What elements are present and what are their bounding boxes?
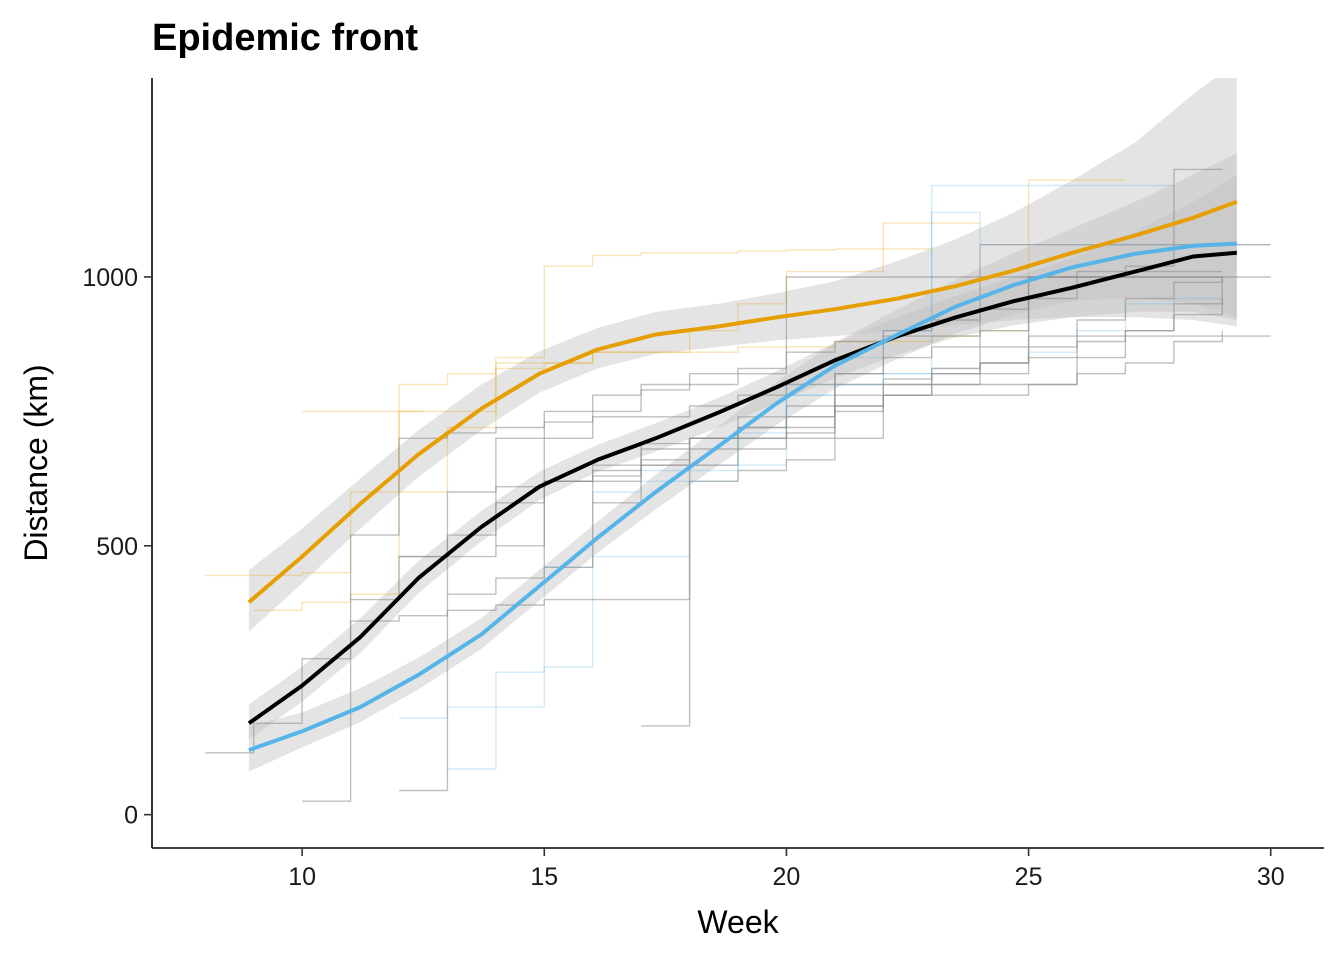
x-tick-label-10: 10 [288, 863, 316, 891]
raw-series-line-14 [495, 270, 1223, 547]
raw-series-line-17 [641, 330, 1224, 727]
x-axis-ticks: 10 15 20 25 30 [288, 848, 1285, 891]
smooth-line-2 [247, 250, 1237, 725]
y-tick-label-500: 500 [96, 533, 138, 561]
raw-series-line-15 [544, 277, 1224, 568]
raw-series-line-2 [253, 247, 933, 611]
y-axis-ticks: 0 500 1000 [82, 264, 152, 830]
raw-series-line-12 [399, 276, 1271, 558]
x-tick-label-20: 20 [773, 863, 801, 891]
smooth-line-3 [248, 241, 1237, 752]
y-tick-label-0: 0 [124, 802, 138, 830]
raw-series-line-9 [302, 276, 1223, 802]
x-tick-label-25: 25 [1015, 863, 1043, 891]
y-axis-title: Distance (km) [18, 364, 54, 561]
chart-title: Epidemic front [152, 17, 418, 59]
x-tick-label-30: 30 [1257, 863, 1285, 891]
y-tick-label-1000: 1000 [82, 264, 138, 292]
raw-series-line-3 [302, 222, 981, 413]
x-axis-title: Week [697, 904, 779, 940]
confidence-band-2 [248, 174, 1237, 740]
smoothed-lines [247, 199, 1238, 752]
smooth-line-1 [247, 199, 1238, 604]
x-tick-label-15: 15 [530, 863, 558, 891]
